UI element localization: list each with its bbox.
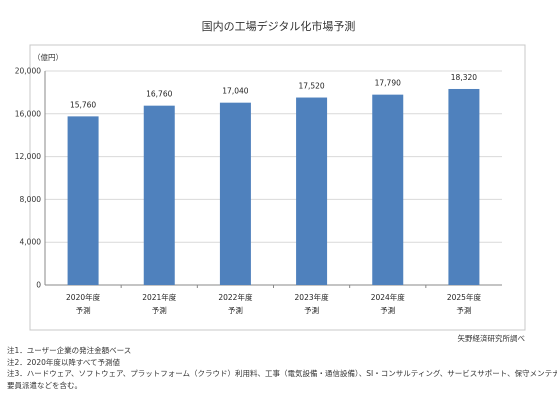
x-tick-label-note: 予測 (76, 305, 91, 315)
note-1: 注1．ユーザー企業の発注金額ベース (7, 346, 132, 355)
y-tick-label: 20,000 (15, 67, 41, 76)
bar-value-label: 17,520 (298, 82, 324, 91)
x-tick-label-year: 2022年度 (218, 292, 253, 302)
x-tick-label-year: 2024年度 (371, 292, 406, 302)
bar-value-label: 16,760 (146, 90, 172, 99)
x-tick-label-year: 2021年度 (142, 292, 177, 302)
x-tick-label-note: 予測 (380, 305, 395, 315)
note-3-continued: 要員派遣などを含む。 (7, 380, 82, 390)
chart-frame (29, 44, 526, 331)
bar-2020年度 (67, 116, 99, 285)
source-credit: 矢野経済研究所調べ (457, 334, 526, 343)
y-unit-label: （億円） (33, 52, 63, 62)
y-tick-label: 8,000 (20, 195, 42, 204)
x-tick-label-year: 2025年度 (447, 292, 482, 302)
x-tick-label-note: 予測 (304, 305, 319, 315)
bar-2022年度 (219, 102, 251, 285)
y-tick-label: 16,000 (15, 109, 41, 118)
x-tick-label-note: 予測 (456, 305, 471, 315)
bar-2025年度 (448, 88, 480, 285)
y-tick-label: 0 (36, 281, 41, 290)
bar-chart: 0 4,000 8,000 12,000 16,000 20,000 （億円） 15,760 2… (15, 44, 526, 331)
bar-value-label: 15,760 (70, 100, 96, 109)
bar-value-label: 17,790 (375, 79, 401, 88)
bar-2021年度 (143, 105, 175, 285)
x-tick-label-year: 2023年度 (295, 292, 330, 302)
y-tick-label: 4,000 (20, 238, 42, 247)
x-tick-label-note: 予測 (152, 305, 167, 315)
bar-value-label: 18,320 (451, 73, 477, 82)
x-tick-label-note: 予測 (228, 305, 243, 315)
x-tick-label-year: 2020年度 (66, 292, 101, 302)
note-2: 注2．2020年度以降すべて予測値 (7, 357, 121, 367)
bar-2024年度 (372, 94, 404, 285)
chart-notes: 注1．ユーザー企業の発注金額ベース 注2．2020年度以降すべて予測値 注3．ハ… (7, 345, 557, 391)
bar-value-label: 17,040 (222, 87, 248, 96)
chart-title: 国内の工場デジタル化市場予測 (201, 20, 356, 33)
note-3: 注3．ハードウェア、ソフトウェア、プラットフォーム（クラウド）利用料、工事（電気… (7, 369, 557, 378)
bar-2023年度 (296, 97, 328, 285)
y-tick-label: 12,000 (15, 152, 41, 161)
